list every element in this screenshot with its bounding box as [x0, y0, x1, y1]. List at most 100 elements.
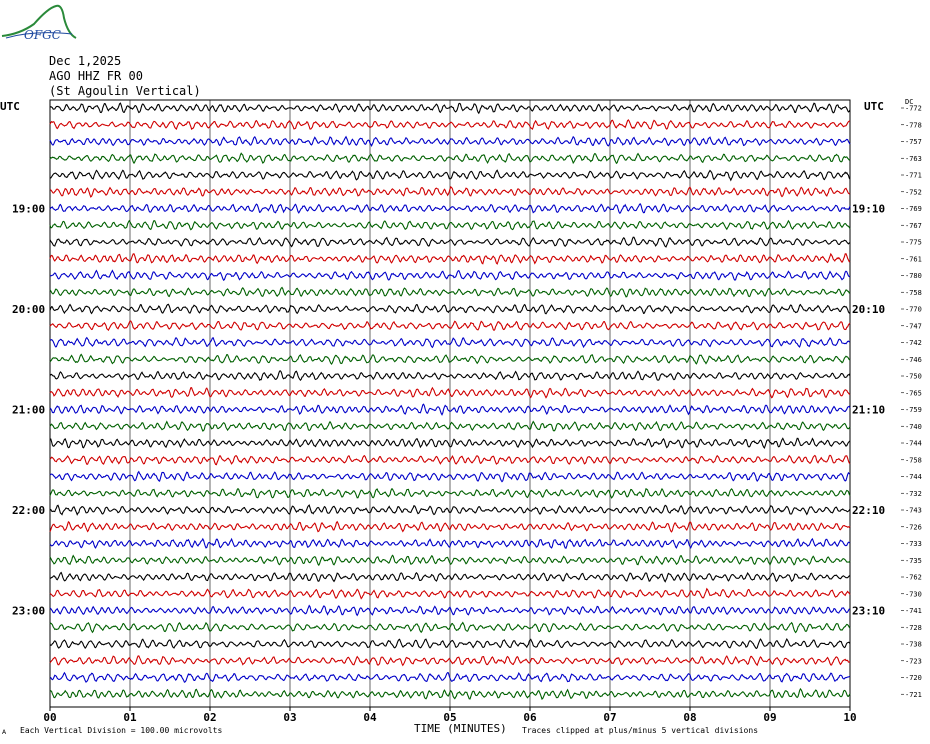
- dc-offset-values: -772 -778 -757 -763 -771 -752 -769 -767 -775 -761…: [901, 105, 922, 699]
- right-time-label: 19:10: [852, 203, 885, 216]
- right-utc-label: UTC: [864, 100, 884, 113]
- dc-offset-value: -726: [905, 523, 922, 531]
- x-tick-label: 10: [843, 711, 856, 724]
- dc-offset-value: -780: [905, 272, 922, 280]
- x-axis-ticks: 00 01 02 03 04 05 06 07 08 09 10: [43, 707, 857, 724]
- dc-offset-value: -728: [905, 624, 922, 632]
- x-tick-label: 02: [203, 711, 216, 724]
- ofgc-logo: OFGC: [1, 4, 77, 42]
- trace-line: [49, 587, 851, 600]
- x-tick-label: 01: [123, 711, 137, 724]
- dc-offset-value: -767: [905, 222, 922, 230]
- trace-line: [49, 386, 851, 399]
- dc-offset-value: -738: [905, 641, 922, 649]
- dc-offset-value: -757: [905, 138, 922, 146]
- left-time-label: 23:00: [12, 605, 45, 618]
- trace-line: [49, 621, 851, 634]
- left-time-labels: 19:00 20:00 21:00 22:00 23:00: [12, 203, 45, 618]
- seismic-traces: [49, 102, 851, 700]
- trace-line: [49, 520, 851, 533]
- dc-offset-value: -723: [905, 657, 922, 665]
- x-tick-label: 07: [603, 711, 616, 724]
- clip-note: Traces clipped at plus/minus 5 vertical …: [522, 726, 758, 735]
- trace-line: [49, 687, 851, 700]
- trace-line: [49, 219, 851, 231]
- trace-line: [49, 320, 851, 332]
- right-time-labels: 19:10 20:10 21:10 22:10 23:10: [852, 203, 885, 618]
- dc-offset-value: -735: [905, 557, 922, 565]
- logo-mountain: [1, 4, 77, 39]
- trace-line: [49, 236, 851, 248]
- dc-offset-value: -746: [905, 356, 922, 364]
- trace-line: [49, 286, 851, 298]
- dc-offset-value: -759: [905, 406, 922, 414]
- dc-offset-value: -741: [905, 607, 922, 615]
- corner-mark: A: [2, 729, 7, 736]
- trace-line: [49, 186, 851, 198]
- trace-line: [49, 470, 851, 483]
- trace-line: [49, 571, 851, 583]
- dc-offset-value: -732: [905, 490, 922, 498]
- dc-offset-value: -730: [905, 590, 922, 598]
- left-time-label: 22:00: [12, 504, 45, 517]
- left-utc-label: UTC: [0, 100, 20, 113]
- dc-offset-value: -775: [905, 239, 922, 247]
- x-tick-label: 06: [523, 711, 537, 724]
- dc-offset-value: -721: [905, 691, 922, 699]
- trace-line: [49, 604, 851, 617]
- left-time-label: 19:00: [12, 203, 45, 216]
- trace-line: [49, 671, 851, 683]
- station-name: (St Agoulin Vertical): [49, 84, 201, 98]
- trace-line: [49, 554, 851, 567]
- x-tick-label: 09: [763, 711, 776, 724]
- dc-offset-value: -720: [905, 674, 922, 682]
- dc-offset-value: -747: [905, 322, 922, 330]
- dc-offset-value: -740: [905, 423, 922, 431]
- scale-note: Each Vertical Division = 100.00 microvol…: [20, 726, 222, 735]
- dc-offset-value: -761: [905, 255, 922, 263]
- dc-offset-value: -771: [905, 172, 922, 180]
- trace-line: [49, 135, 851, 147]
- right-time-label: 21:10: [852, 404, 885, 417]
- trace-line: [49, 403, 851, 416]
- trace-line: [49, 638, 851, 650]
- trace-line: [49, 420, 851, 432]
- dc-offset-value: -762: [905, 574, 922, 582]
- dc-offset-value: -743: [905, 507, 922, 515]
- dc-offset-value: -742: [905, 339, 922, 347]
- left-time-label: 20:00: [12, 303, 45, 316]
- dc-offset-value: -769: [905, 205, 922, 213]
- trace-line: [49, 504, 851, 516]
- right-time-label: 22:10: [852, 504, 885, 517]
- dc-offset-value: -770: [905, 306, 922, 314]
- dc-offset-value: -765: [905, 389, 922, 397]
- x-tick-label: 00: [43, 711, 56, 724]
- logo-swoosh: [5, 32, 73, 39]
- dc-offset-value: -752: [905, 188, 922, 196]
- dc-offset-value: -758: [905, 289, 922, 297]
- right-time-label: 23:10: [852, 605, 885, 618]
- trace-line: [49, 487, 851, 499]
- trace-line: [49, 169, 851, 182]
- logo-text: OFGC: [24, 28, 61, 42]
- dc-offset-value: -772: [905, 105, 922, 113]
- dc-offset-value: -733: [905, 540, 922, 548]
- x-axis-title: TIME (MINUTES): [414, 722, 507, 735]
- dc-offset-value: -763: [905, 155, 922, 163]
- x-tick-label: 05: [443, 711, 456, 724]
- trace-line: [49, 437, 851, 449]
- trace-line: [49, 152, 851, 165]
- trace-line: [49, 269, 851, 281]
- x-tick-label: 03: [283, 711, 296, 724]
- left-time-label: 21:00: [12, 404, 45, 417]
- trace-line: [49, 655, 851, 667]
- x-tick-label: 08: [683, 711, 696, 724]
- dc-offset-value: -750: [905, 373, 922, 381]
- trace-line: [49, 102, 851, 115]
- x-tick-label: 04: [363, 711, 377, 724]
- dc-offset-value: -758: [905, 456, 922, 464]
- record-date: Dec 1,2025: [49, 54, 122, 68]
- right-time-label: 20:10: [852, 303, 885, 316]
- trace-line: [49, 454, 851, 466]
